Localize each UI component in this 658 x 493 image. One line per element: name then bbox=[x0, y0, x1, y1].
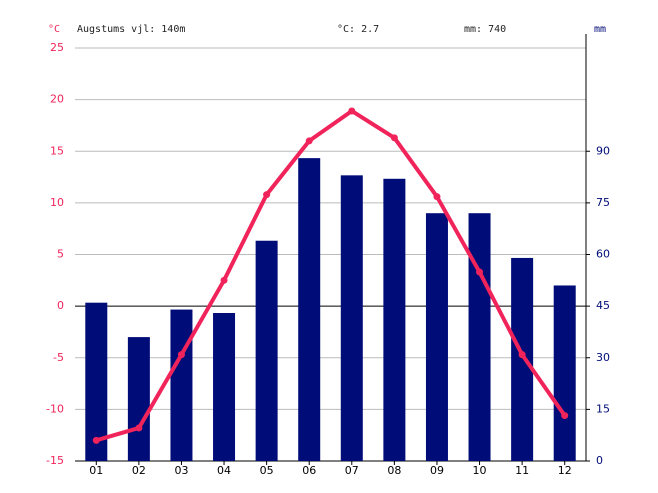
x-tick-label: 04 bbox=[217, 464, 231, 477]
temperature-point bbox=[177, 351, 185, 359]
temperature-point bbox=[135, 424, 143, 432]
bar bbox=[553, 285, 576, 461]
temperature-point bbox=[390, 134, 398, 142]
y-tick-label: 5 bbox=[57, 248, 64, 261]
y-tick-label: -10 bbox=[46, 402, 64, 415]
y-tick-label: 15 bbox=[50, 144, 64, 157]
x-tick-label: 03 bbox=[174, 464, 188, 477]
temperature-point bbox=[518, 351, 526, 359]
annual-precipitation: mm: 740 bbox=[464, 24, 506, 35]
y2-unit: mm bbox=[594, 24, 606, 35]
temperature-point bbox=[305, 137, 313, 145]
y2-tick-label: 15 bbox=[596, 402, 610, 415]
y-tick-label: 25 bbox=[50, 41, 64, 54]
x-tick-label: 05 bbox=[260, 464, 274, 477]
temperature-line bbox=[95, 108, 567, 443]
y-tick-label: -5 bbox=[53, 351, 64, 364]
temperature-point bbox=[92, 436, 100, 444]
x-tick-label: 01 bbox=[89, 464, 103, 477]
temperature-point bbox=[476, 268, 484, 276]
y-tick-label: 20 bbox=[50, 93, 64, 106]
x-tick-label: 08 bbox=[387, 464, 401, 477]
bar bbox=[85, 302, 108, 461]
y2-tick-label: 90 bbox=[596, 144, 610, 157]
temperature-point bbox=[263, 191, 271, 199]
bar bbox=[255, 240, 278, 461]
y2-tick-label: 75 bbox=[596, 196, 610, 209]
y2-tick-label: 30 bbox=[596, 351, 610, 364]
y2-tick-label: 45 bbox=[596, 299, 610, 312]
bar bbox=[170, 309, 193, 461]
bar bbox=[425, 213, 448, 461]
x-tick-label: 07 bbox=[345, 464, 359, 477]
mean-temperature: °C: 2.7 bbox=[337, 24, 379, 35]
x-tick-label: 06 bbox=[302, 464, 316, 477]
bar bbox=[340, 175, 363, 461]
temperature-point bbox=[220, 276, 228, 284]
y2-tick-label: 60 bbox=[596, 248, 610, 261]
bar bbox=[298, 158, 321, 461]
y-tick-label: -15 bbox=[46, 454, 64, 467]
x-tick-label: 02 bbox=[132, 464, 146, 477]
y-unit: °C bbox=[48, 24, 60, 35]
bar bbox=[127, 337, 150, 461]
y2-tick-label: 0 bbox=[596, 454, 603, 467]
temperature-point bbox=[561, 412, 569, 420]
x-tick-label: 10 bbox=[473, 464, 487, 477]
x-tick-label: 12 bbox=[558, 464, 572, 477]
x-tick-label: 11 bbox=[515, 464, 529, 477]
y-tick-label: 0 bbox=[57, 299, 64, 312]
bar bbox=[213, 313, 236, 461]
bar bbox=[511, 257, 534, 461]
altitude: Augstums vjl: 140m bbox=[77, 24, 185, 35]
temperature-point bbox=[433, 193, 441, 201]
temperature-point bbox=[348, 107, 356, 115]
y-tick-label: 10 bbox=[50, 196, 64, 209]
bar bbox=[468, 213, 491, 461]
x-tick-label: 09 bbox=[430, 464, 444, 477]
bar bbox=[383, 178, 406, 462]
